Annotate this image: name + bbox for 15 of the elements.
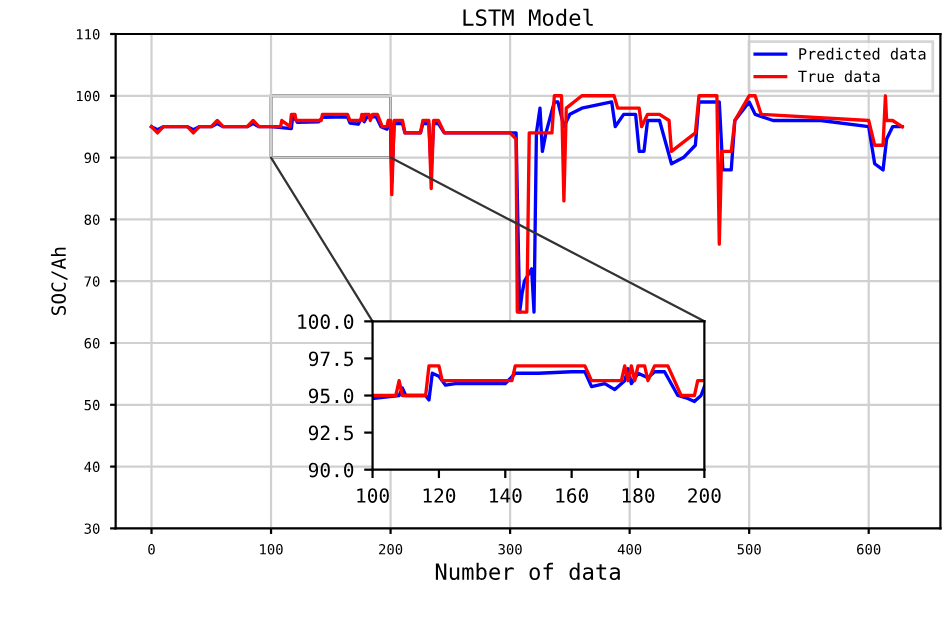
line-series	[372, 367, 705, 404]
x-tick-label: 140	[490, 488, 522, 503]
y-tick-label: 92.5	[308, 425, 353, 441]
x-tick-label: 180	[622, 488, 655, 503]
y-tick-label: 95.0	[308, 388, 354, 404]
x-tick-label: 160	[556, 488, 588, 503]
x-axis-title: Number of data	[435, 562, 620, 581]
y-tick-label: 97.5	[308, 351, 353, 367]
y-tick-label: 90.0	[308, 462, 354, 478]
x-tick-label: 100	[357, 488, 389, 503]
y-tick-label: 100.0	[298, 314, 354, 330]
x-tick-label: 200	[688, 488, 721, 503]
y-axis-title: SOC/Ah	[50, 247, 68, 315]
chart-title: LSTM Model	[463, 8, 593, 26]
x-tick-label: 120	[423, 488, 456, 503]
